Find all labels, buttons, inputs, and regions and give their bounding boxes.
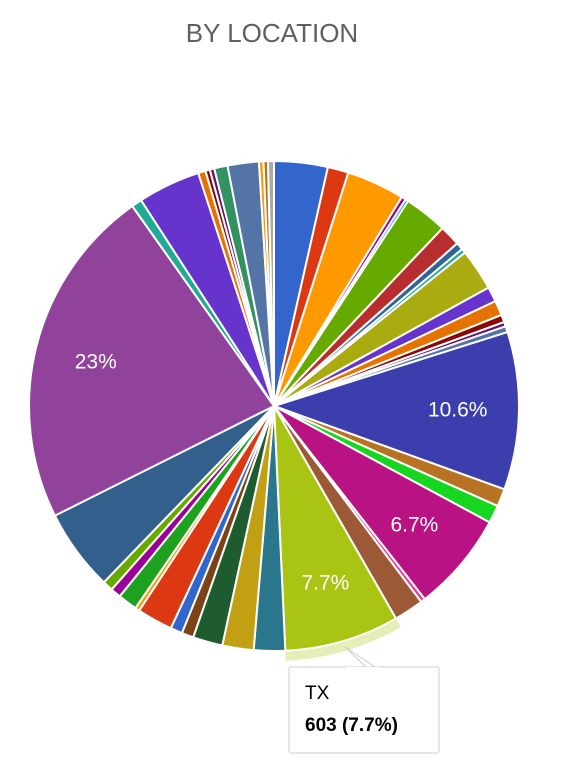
- chart-title: BY LOCATION: [186, 18, 358, 48]
- tooltip-box: [288, 666, 440, 754]
- pie-slice-highlight-ring: [285, 618, 401, 661]
- pie-slice-label: 6.7%: [390, 514, 438, 537]
- pie-slice-label: 23%: [75, 350, 117, 373]
- pie-slice[interactable]: [273, 331, 520, 491]
- pie-slice-label: 10.6%: [428, 399, 488, 422]
- pie-slice[interactable]: [266, 160, 275, 407]
- chart-tooltip: TX 603 (7.7%): [288, 646, 440, 754]
- tooltip-pointer-join: [346, 667, 380, 670]
- pie-slice[interactable]: [28, 205, 275, 517]
- tooltip-pointer: [344, 646, 380, 670]
- pie-slice-labels: 10.6% 6.7% 7.7% 23%: [75, 350, 488, 594]
- pie-slice-tx[interactable]: [273, 405, 397, 652]
- tooltip-value: 603 (7.7%): [305, 715, 398, 736]
- tooltip-label: TX: [305, 683, 330, 704]
- pie-slice-label: 7.7%: [301, 571, 349, 594]
- pie-slices: [28, 160, 520, 661]
